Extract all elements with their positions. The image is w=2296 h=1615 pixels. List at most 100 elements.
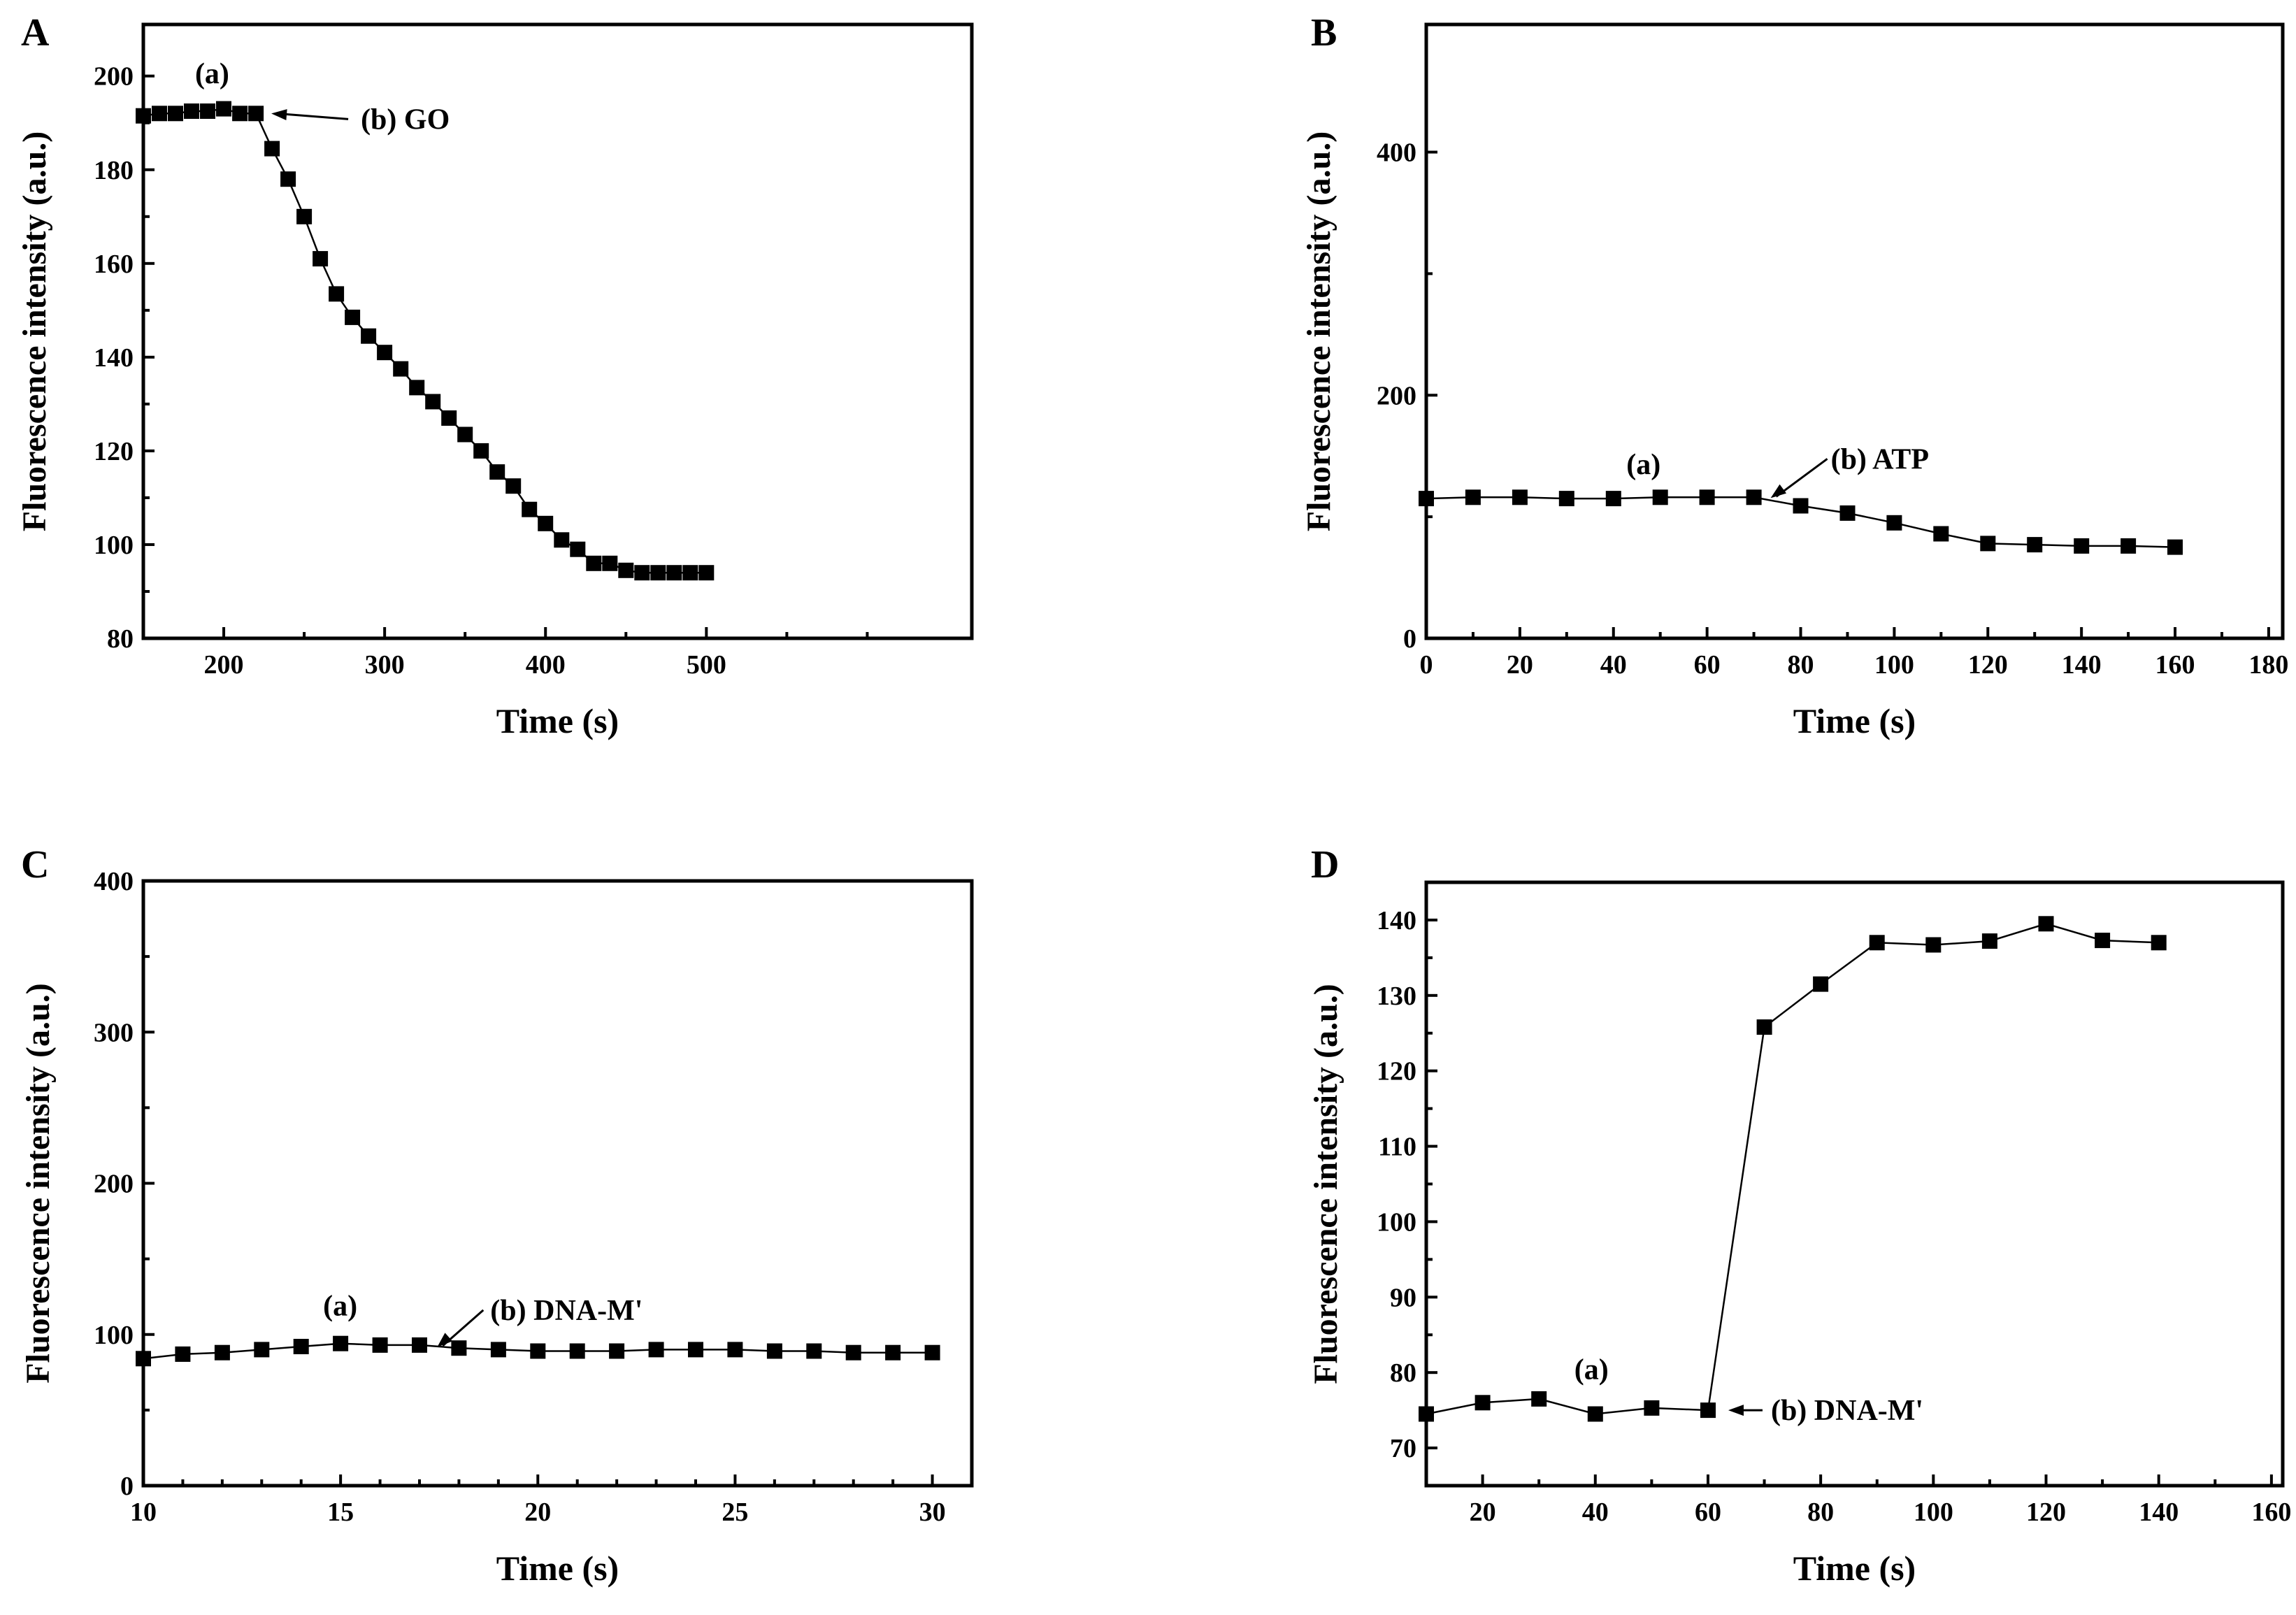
data-point — [232, 106, 248, 122]
y-tick-label: 100 — [94, 1321, 134, 1350]
data-point — [2074, 538, 2090, 554]
data-point — [609, 1343, 625, 1359]
data-point — [329, 286, 345, 302]
data-point — [451, 1340, 467, 1356]
data-point — [1699, 489, 1715, 505]
y-tick-label: 110 — [1378, 1133, 1416, 1162]
x-tick-label: 120 — [1968, 650, 2008, 680]
data-point — [200, 103, 215, 119]
data-point — [698, 565, 715, 581]
data-point — [1475, 1395, 1491, 1411]
data-point — [184, 103, 199, 119]
y-tick-label: 140 — [1377, 906, 1416, 935]
data-point — [293, 1339, 309, 1354]
arrowhead — [1770, 484, 1787, 498]
data-point — [1605, 491, 1621, 507]
data-point — [1869, 935, 1885, 951]
data-point — [2027, 537, 2043, 553]
data-point — [1839, 505, 1856, 521]
data-point — [457, 426, 473, 443]
chart-panel-d: D 20 40 60 80 100 120 140 160 70 80 90 100 110 120 130 1… — [1307, 843, 2291, 1588]
plot-frame — [141, 879, 974, 1488]
data-point — [1756, 1019, 1772, 1035]
y-tick-label: 400 — [1377, 138, 1416, 168]
plot-frame — [1424, 22, 2285, 640]
y-tick-label: 70 — [1390, 1434, 1416, 1463]
plot-frame — [141, 22, 974, 640]
panel-label: B — [1311, 11, 1337, 55]
y-tick-label: 120 — [1377, 1057, 1416, 1086]
data-point — [333, 1335, 349, 1351]
data-point — [505, 478, 522, 494]
data-point — [569, 1343, 585, 1359]
y-tick-label: 160 — [94, 250, 134, 279]
annotation-a: (a) — [323, 1291, 357, 1323]
y-axis-label: Fluorescence intensity (a.u.) — [1307, 984, 1344, 1384]
data-point — [538, 515, 554, 531]
series-line — [1426, 922, 2159, 1415]
data-point — [1512, 489, 1528, 505]
data-point — [766, 1343, 782, 1359]
x-tick-label: 25 — [722, 1498, 748, 1527]
arrowhead — [437, 1333, 453, 1347]
data-point — [361, 328, 377, 344]
y-tick-label: 100 — [94, 531, 134, 560]
annotation-b: (b) ATP — [1831, 443, 1929, 475]
y-tick-label: 130 — [1377, 982, 1416, 1011]
data-point — [345, 309, 361, 325]
x-tick-label: 200 — [204, 650, 244, 680]
data-point — [806, 1343, 822, 1359]
x-tick-label: 20 — [1470, 1498, 1496, 1527]
data-point — [570, 541, 586, 557]
data-point — [136, 108, 151, 124]
chart-panel-a: A 200 300 400 500 80 100 120 140 160 180 200 Time (s… — [16, 11, 974, 740]
x-axis-label: Time (s) — [1793, 701, 1916, 740]
data-point — [522, 501, 538, 517]
data-point — [1793, 498, 1809, 514]
data-point — [1981, 933, 1997, 949]
data-point — [530, 1343, 546, 1359]
data-point — [441, 410, 457, 426]
x-tick-label: 500 — [687, 650, 726, 680]
data-point — [254, 1342, 270, 1358]
annotation-a: (a) — [1574, 1354, 1609, 1386]
data-point — [313, 251, 329, 267]
x-tick-label: 160 — [2251, 1498, 2291, 1527]
data-point — [1419, 1406, 1434, 1422]
data-point — [1644, 1400, 1660, 1416]
x-tick-label: 140 — [2139, 1498, 2179, 1527]
data-point — [1587, 1406, 1603, 1422]
x-tick-label: 40 — [1600, 650, 1627, 680]
data-point — [490, 1342, 506, 1358]
data-point — [168, 106, 183, 122]
data-point — [648, 1342, 664, 1358]
data-point — [1933, 526, 1949, 542]
x-tick-label: 40 — [1582, 1498, 1609, 1527]
arrowhead — [271, 109, 287, 121]
data-point — [682, 565, 698, 581]
y-axis-label: Fluorescence intensity (a.u.) — [1300, 131, 1337, 531]
data-point — [152, 106, 167, 122]
data-point — [554, 532, 570, 548]
data-point — [727, 1342, 743, 1358]
data-point — [264, 141, 280, 157]
y-tick-label: 0 — [120, 1472, 134, 1501]
data-point — [296, 208, 313, 224]
x-axis-label: Time (s) — [496, 701, 619, 740]
y-tick-label: 180 — [94, 156, 134, 185]
data-point — [393, 361, 409, 377]
data-point — [216, 101, 231, 117]
x-tick-label: 80 — [1788, 650, 1814, 680]
data-point — [1746, 489, 1762, 505]
x-tick-label: 80 — [1807, 1498, 1834, 1527]
data-point — [1419, 491, 1434, 507]
data-point — [845, 1344, 861, 1361]
y-tick-label: 200 — [94, 62, 134, 92]
annotation-b: (b) DNA-M' — [490, 1295, 643, 1327]
data-point — [2167, 539, 2183, 555]
x-tick-label: 30 — [919, 1498, 946, 1527]
data-point — [214, 1344, 230, 1361]
data-point — [1652, 489, 1668, 505]
y-tick-label: 100 — [1377, 1207, 1416, 1237]
